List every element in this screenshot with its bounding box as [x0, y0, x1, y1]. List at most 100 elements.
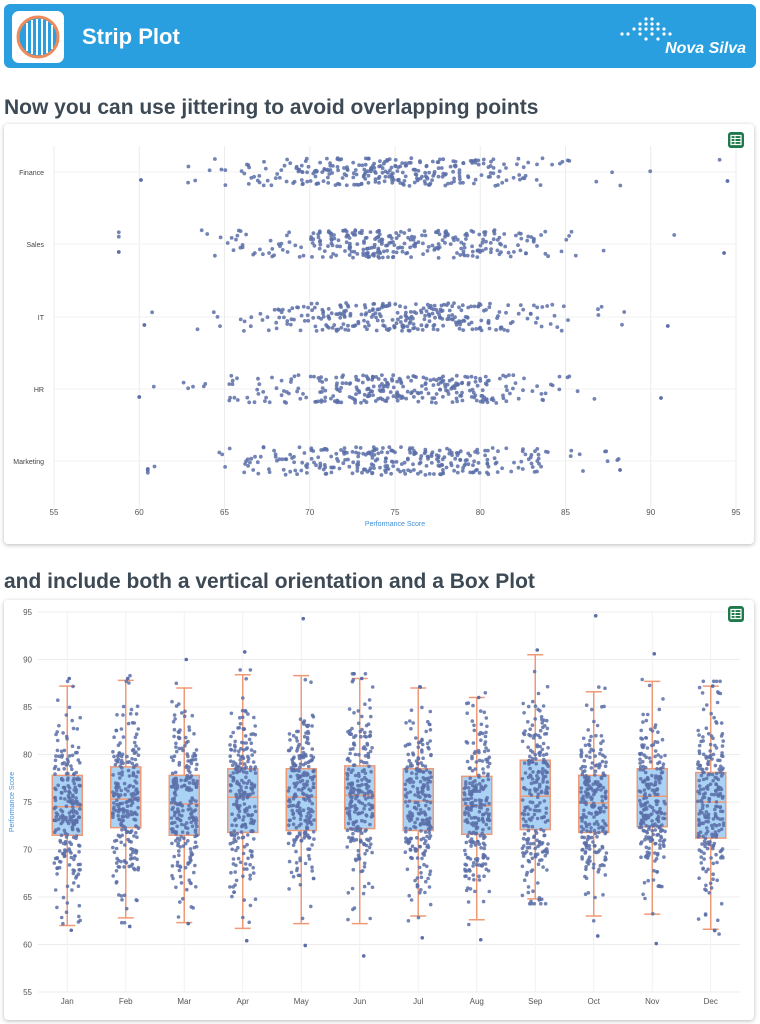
data-point: [601, 785, 606, 790]
data-point: [365, 837, 369, 842]
data-point: [585, 837, 590, 842]
data-point: [600, 845, 605, 850]
data-point: [111, 815, 115, 820]
data-point: [494, 401, 499, 405]
data-point: [195, 762, 199, 767]
data-point: [244, 741, 248, 745]
export-excel-button-2[interactable]: [728, 606, 744, 622]
data-point: [180, 711, 184, 715]
data-point: [440, 317, 445, 321]
data-point: [321, 309, 326, 314]
data-point: [389, 165, 394, 170]
data-point: [369, 770, 373, 774]
data-point: [538, 744, 542, 749]
data-point: [63, 789, 67, 793]
data-point: [305, 779, 310, 784]
data-point: [63, 831, 68, 835]
data-point: [407, 328, 412, 333]
data-point: [485, 807, 490, 812]
data-point: [238, 229, 243, 233]
data-point-min: [303, 943, 308, 948]
data-point: [658, 843, 662, 847]
data-point: [451, 169, 455, 174]
data-point: [472, 784, 477, 789]
data-point: [391, 373, 396, 378]
data-point: [524, 823, 529, 828]
data-point: [518, 177, 522, 182]
data-point: [618, 183, 623, 188]
data-point: [446, 314, 451, 318]
data-point: [641, 712, 645, 717]
data-point: [365, 327, 369, 332]
data-point: [321, 314, 326, 319]
data-point: [172, 813, 177, 818]
data-point: [495, 248, 500, 253]
data-point: [361, 247, 366, 252]
data-point: [584, 845, 589, 850]
data-point: [541, 767, 545, 771]
data-point-min: [127, 924, 132, 929]
data-point-max: [301, 616, 306, 621]
data-point: [391, 464, 396, 468]
data-point: [63, 797, 67, 801]
data-point: [404, 310, 408, 315]
data-point: [483, 453, 487, 458]
data-point: [431, 307, 436, 312]
data-point: [409, 378, 413, 383]
data-point: [404, 829, 408, 834]
data-point: [479, 318, 484, 323]
category-label: HR: [34, 387, 44, 394]
data-point: [645, 775, 650, 780]
data-point: [255, 460, 260, 465]
data-point: [230, 894, 234, 899]
data-point: [338, 303, 343, 308]
data-point: [285, 322, 290, 326]
data-point: [133, 797, 137, 801]
data-point: [219, 167, 224, 172]
data-point: [471, 864, 475, 868]
data-point: [354, 172, 359, 177]
data-point: [123, 792, 127, 797]
data-point: [720, 751, 724, 755]
data-point: [647, 846, 651, 851]
data-point: [235, 832, 239, 836]
data-point: [126, 837, 130, 842]
data-point: [416, 800, 420, 805]
data-point: [297, 831, 302, 835]
data-point: [311, 316, 316, 320]
data-point: [579, 816, 584, 820]
data-point: [236, 856, 241, 861]
data-point: [408, 790, 413, 794]
data-point: [347, 464, 352, 469]
data-point: [419, 761, 423, 765]
data-point: [305, 821, 310, 825]
data-point: [483, 843, 487, 847]
data-point: [59, 915, 64, 920]
category-label: IT: [38, 315, 45, 322]
data-point: [334, 451, 339, 456]
data-point: [512, 250, 516, 254]
data-point: [213, 157, 217, 161]
data-point: [718, 805, 723, 809]
data-point: [298, 806, 302, 810]
data-point: [436, 166, 441, 170]
data-point: [518, 248, 523, 253]
data-point: [307, 857, 312, 861]
data-point: [396, 233, 401, 238]
data-point: [301, 755, 306, 760]
data-point: [273, 176, 278, 180]
data-point: [400, 170, 405, 175]
data-point: [241, 835, 246, 840]
data-point: [172, 713, 177, 717]
data-point: [133, 779, 137, 783]
data-point: [112, 801, 116, 805]
data-point: [266, 328, 271, 333]
data-point: [714, 789, 718, 793]
data-point: [406, 816, 411, 820]
data-point: [74, 788, 79, 792]
data-point-min: [595, 934, 600, 938]
export-excel-button-1[interactable]: [728, 132, 744, 148]
data-point: [78, 715, 82, 720]
data-point: [391, 394, 396, 399]
data-point: [444, 465, 449, 470]
